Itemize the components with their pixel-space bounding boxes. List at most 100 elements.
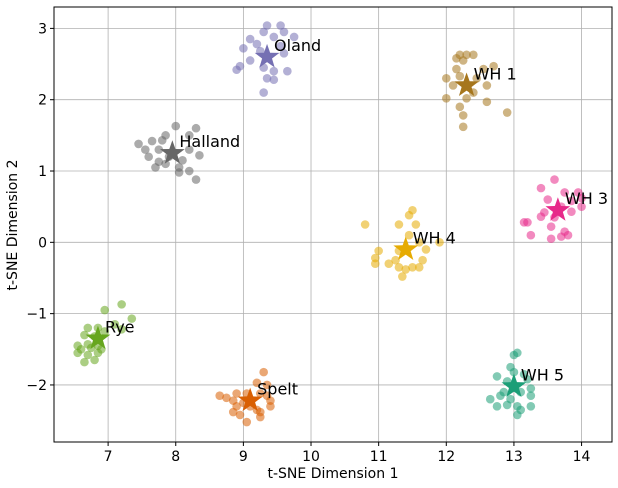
data-point xyxy=(556,232,566,241)
data-point xyxy=(255,389,265,398)
data-point xyxy=(80,357,89,367)
data-point xyxy=(161,159,170,169)
data-point xyxy=(546,222,556,231)
data-point xyxy=(242,417,252,427)
data-point xyxy=(458,122,468,132)
centroid-star xyxy=(160,140,185,164)
data-point xyxy=(117,300,126,309)
data-point xyxy=(421,245,431,254)
data-point xyxy=(567,207,576,216)
data-point xyxy=(492,402,502,411)
data-point xyxy=(485,394,495,404)
data-point xyxy=(394,262,404,272)
data-point xyxy=(384,259,394,269)
data-point xyxy=(266,402,275,411)
data-point xyxy=(523,218,532,227)
data-point xyxy=(472,74,482,83)
data-point xyxy=(509,367,519,377)
data-point xyxy=(100,305,110,315)
x-tick-label: 12 xyxy=(437,449,455,465)
data-point xyxy=(452,64,461,74)
data-point xyxy=(509,350,519,360)
data-point xyxy=(90,355,99,365)
y-tick-label: −2 xyxy=(26,378,47,394)
data-point xyxy=(526,230,536,240)
data-point xyxy=(523,374,532,384)
data-point xyxy=(110,320,120,329)
cluster-label: WH 3 xyxy=(565,189,608,208)
data-point xyxy=(502,400,512,410)
data-point xyxy=(235,410,245,420)
data-point xyxy=(496,391,505,400)
data-point xyxy=(144,152,153,162)
data-point xyxy=(154,145,164,154)
data-point xyxy=(469,50,478,60)
cluster-label: Halland xyxy=(179,132,240,151)
data-point xyxy=(262,21,272,30)
data-point xyxy=(458,56,468,65)
data-point xyxy=(577,193,586,203)
data-point xyxy=(408,262,417,272)
data-point xyxy=(252,39,262,49)
data-point xyxy=(259,27,268,37)
data-point xyxy=(262,380,272,390)
cluster-label: WH 5 xyxy=(521,365,564,384)
data-point xyxy=(536,212,546,221)
data-point xyxy=(414,238,424,247)
data-point xyxy=(560,188,569,197)
x-tick-label: 11 xyxy=(370,449,388,465)
data-point xyxy=(401,265,411,274)
data-point xyxy=(232,65,241,75)
data-point xyxy=(83,350,93,360)
data-point xyxy=(83,323,93,333)
data-point xyxy=(404,230,414,240)
data-point xyxy=(526,391,536,400)
data-point xyxy=(245,56,255,65)
data-point xyxy=(577,202,586,211)
centroid-markers xyxy=(85,43,571,412)
data-point xyxy=(492,372,502,381)
data-point xyxy=(394,220,404,229)
data-point xyxy=(222,393,231,403)
data-point xyxy=(195,151,204,160)
data-point xyxy=(546,234,556,244)
data-point xyxy=(455,71,465,81)
y-tick-label: 2 xyxy=(38,93,47,109)
data-point xyxy=(452,54,461,63)
data-point xyxy=(526,402,536,411)
centroid-star xyxy=(454,72,479,96)
data-point xyxy=(441,93,451,103)
data-point xyxy=(418,255,427,265)
data-point xyxy=(283,66,292,76)
data-point xyxy=(141,145,150,154)
data-point xyxy=(269,66,279,76)
x-tick-label: 8 xyxy=(171,449,180,465)
data-point xyxy=(80,330,89,340)
data-point xyxy=(462,93,471,103)
data-point xyxy=(279,49,289,58)
centroid-star xyxy=(254,43,280,68)
centroid-star xyxy=(393,236,419,260)
data-point xyxy=(259,88,268,97)
data-point xyxy=(489,61,498,71)
data-point xyxy=(157,136,167,145)
data-point xyxy=(374,246,383,256)
data-point xyxy=(245,34,255,44)
data-point xyxy=(171,121,181,131)
data-point xyxy=(360,220,370,229)
data-point xyxy=(215,391,225,400)
data-point xyxy=(151,163,160,172)
data-point xyxy=(184,166,194,176)
x-axis-ticks: 7 8 9 10 11 12 13 14 xyxy=(104,442,591,465)
centroid-star xyxy=(237,387,263,412)
axes-frame xyxy=(53,6,613,443)
data-point xyxy=(482,97,492,107)
x-axis-label: t-SNE Dimension 1 xyxy=(268,466,399,482)
data-point xyxy=(73,348,82,358)
data-point xyxy=(228,407,238,417)
x-tick-label: 9 xyxy=(239,449,248,465)
centroid-star xyxy=(501,373,527,397)
data-point xyxy=(259,367,268,377)
data-point xyxy=(482,81,492,90)
